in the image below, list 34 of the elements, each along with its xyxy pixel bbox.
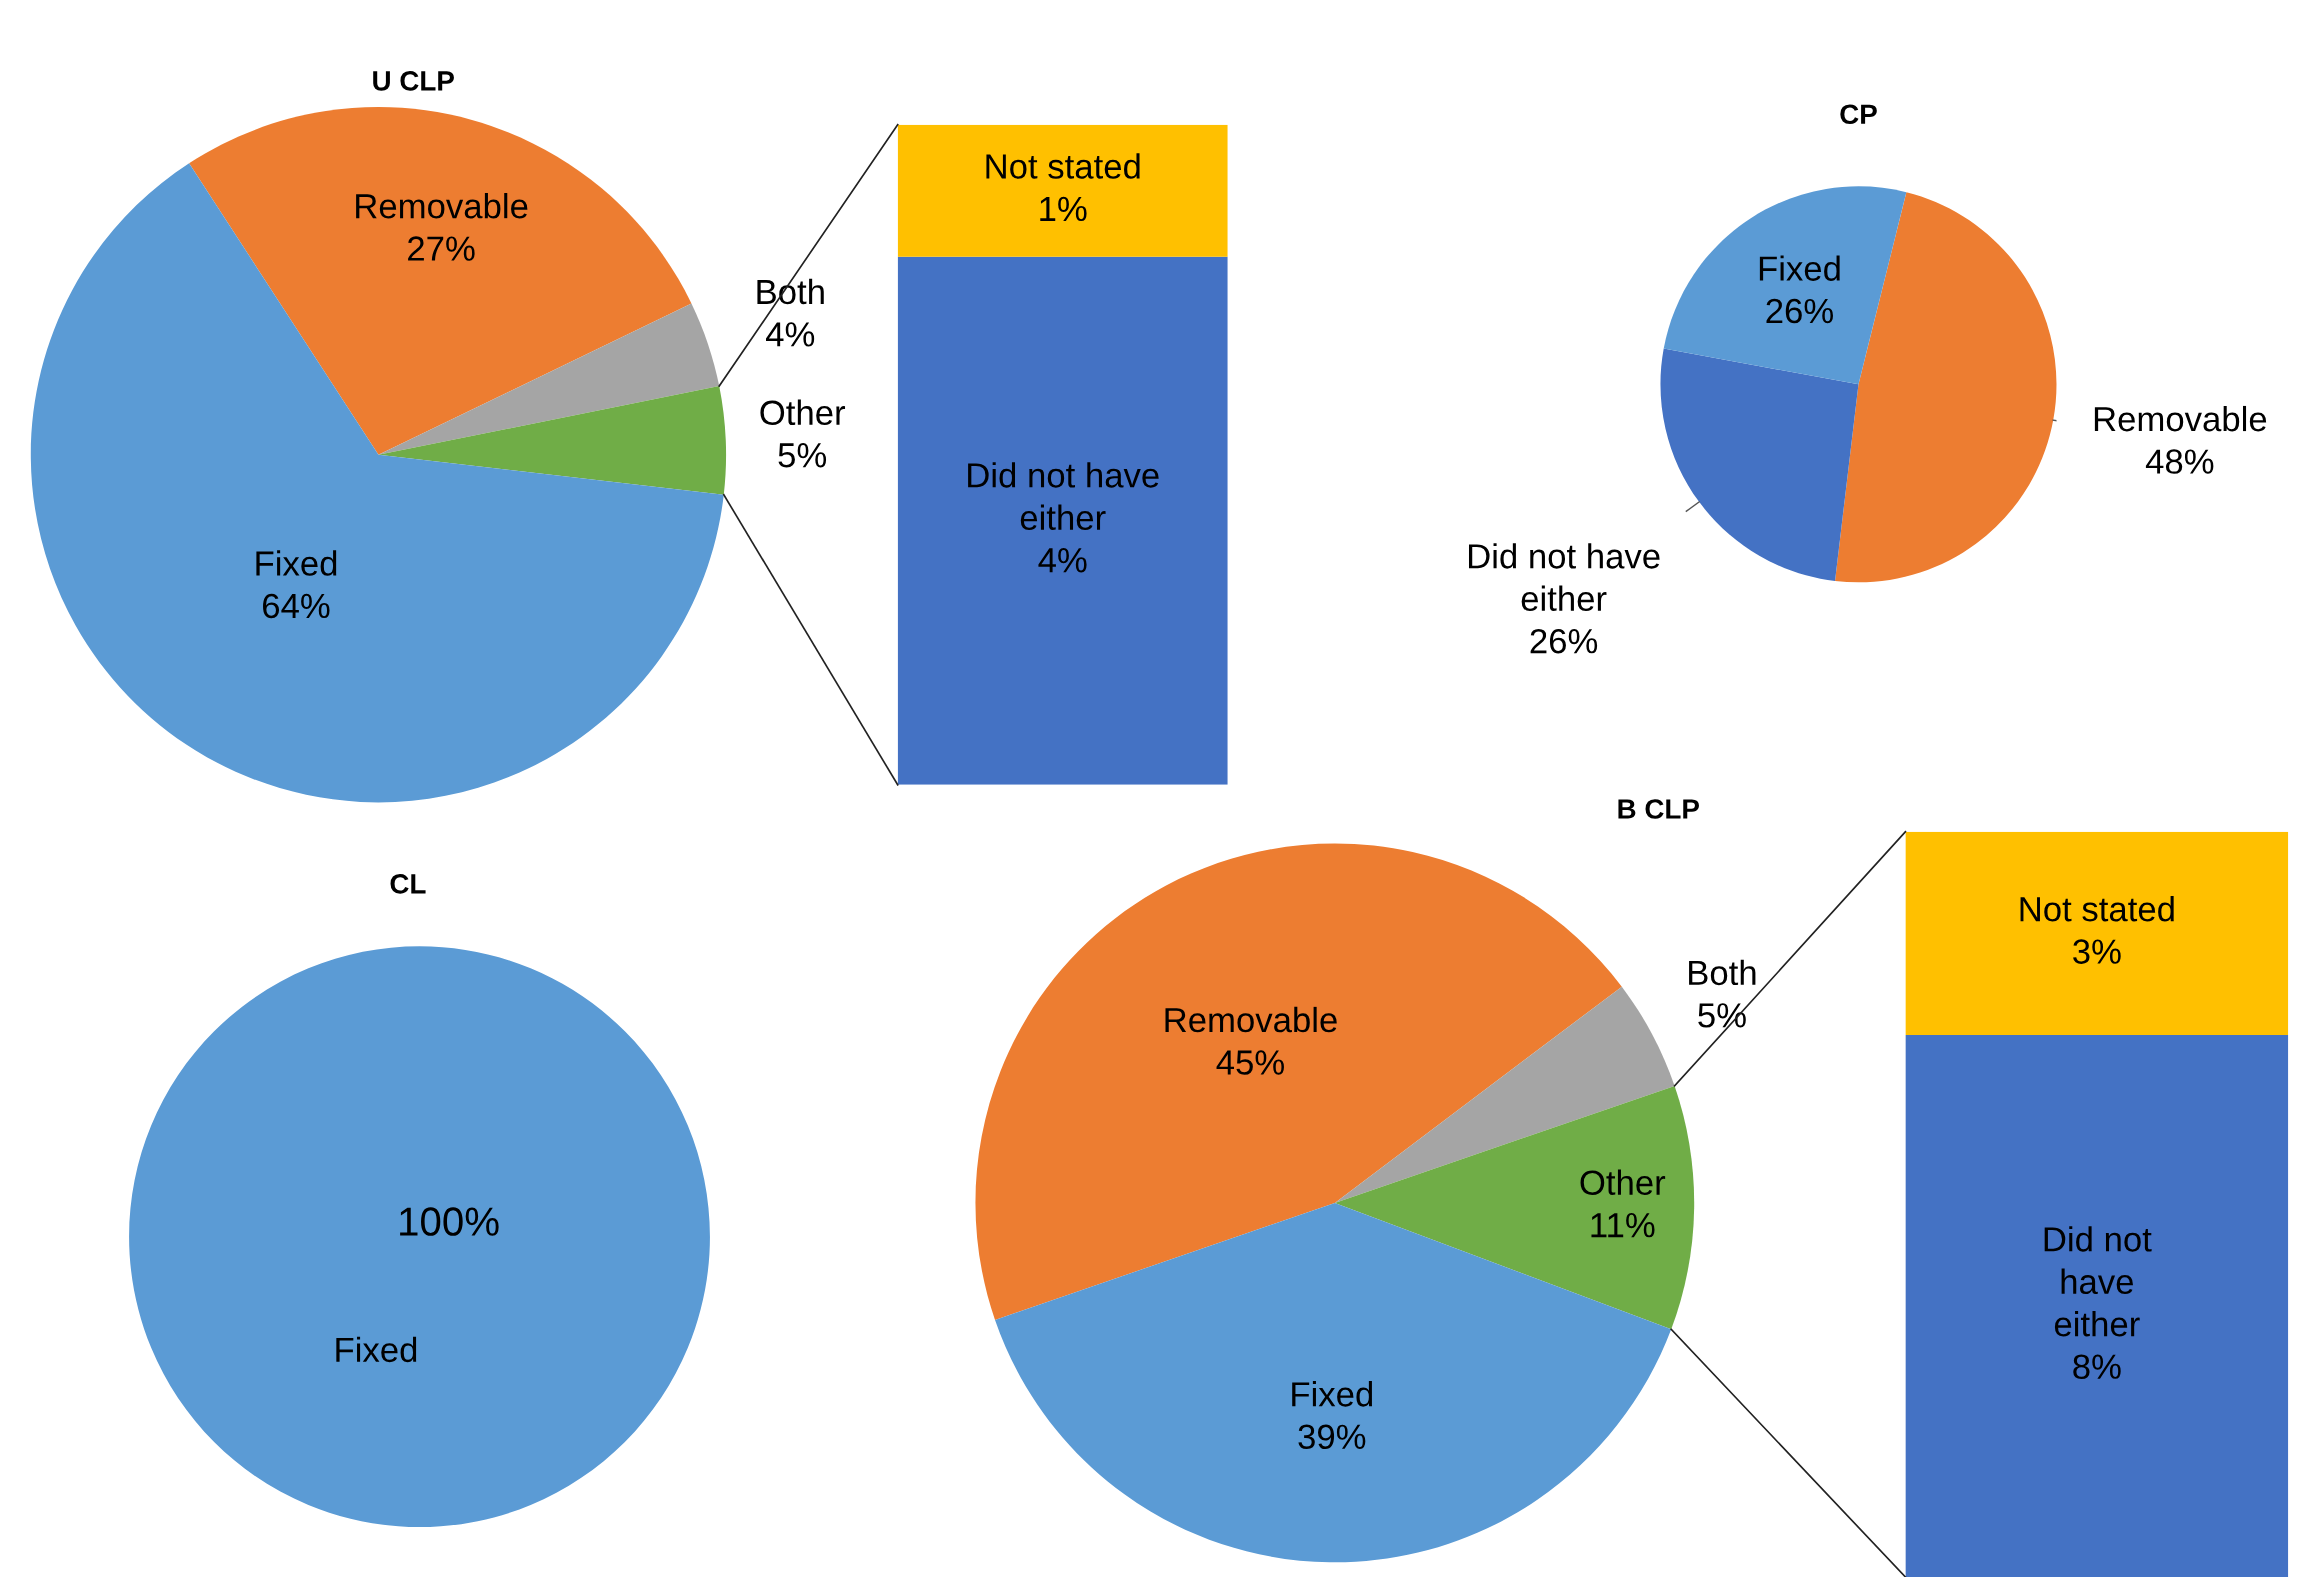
chart-title: U CLP bbox=[373, 71, 454, 91]
data-label: 100% bbox=[400, 1207, 499, 1236]
chart-title: CP bbox=[1840, 104, 1877, 125]
data-label: 4% bbox=[1038, 548, 1087, 573]
data-label: 26% bbox=[1766, 298, 1833, 324]
data-label: 8% bbox=[2073, 1354, 2121, 1379]
slice-label: Removable bbox=[1165, 1006, 1337, 1033]
series-label: Did not have either bbox=[968, 462, 1159, 531]
slice-label: Removable bbox=[356, 193, 528, 219]
slice-label: Fixed bbox=[1759, 255, 1840, 281]
data-label: 26% bbox=[1530, 628, 1598, 654]
data-label: 5% bbox=[778, 443, 827, 468]
data-label: 4% bbox=[766, 322, 815, 347]
slice-label: Both bbox=[1689, 959, 1756, 986]
data-label: 27% bbox=[408, 236, 475, 261]
slice-label: Did not have either bbox=[1468, 543, 1660, 612]
series-label: Did not have either bbox=[2044, 1226, 2152, 1337]
slice-label: Fixed bbox=[336, 1336, 417, 1363]
data-label: 11% bbox=[1591, 1213, 1655, 1238]
data-label: 48% bbox=[2145, 449, 2214, 474]
series-label: Not stated bbox=[986, 153, 1140, 179]
data-label: 1% bbox=[1040, 196, 1087, 222]
chart-title: CL bbox=[390, 874, 426, 894]
data-label: 64% bbox=[263, 593, 330, 619]
data-label: 3% bbox=[2073, 939, 2121, 964]
data-label: 39% bbox=[1298, 1424, 1366, 1450]
slice-label: Fixed bbox=[256, 550, 337, 576]
slice-label: Fixed bbox=[1292, 1381, 1373, 1407]
slice-label: Other bbox=[760, 399, 846, 426]
series-label: Not stated bbox=[2020, 896, 2174, 922]
slice-label: Removable bbox=[2094, 405, 2267, 432]
chart-title: B CLP bbox=[1618, 799, 1699, 819]
slice-label: Other bbox=[1580, 1169, 1666, 1196]
data-label: 45% bbox=[1216, 1050, 1284, 1075]
